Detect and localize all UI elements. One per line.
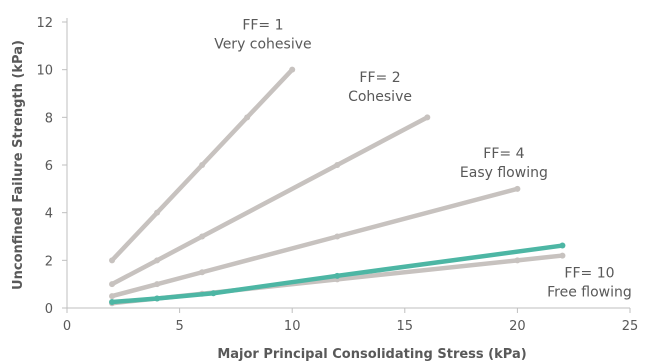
y-tick-label: 4 [45,207,53,222]
x-tick-label: 25 [622,319,639,334]
annotation-description: Very cohesive [214,36,311,52]
annotation-flow-factor: FF= 2 [359,70,400,86]
annotation-description: Free flowing [547,284,632,300]
data-point [154,209,161,216]
y-axis-title: Unconfined Failure Strength (kPa) [11,40,26,290]
x-axis-title: Major Principal Consolidating Stress (kP… [217,347,526,362]
x-tick-label: 5 [175,319,183,334]
data-point [334,162,341,168]
x-tick-label: 20 [509,319,526,334]
data-point [559,252,566,259]
x-tick-label: 10 [284,319,301,334]
annotation-layer: FF= 1 Very cohesive FF= 2 Cohesive FF= 4 Easy… [214,17,632,300]
data-point [514,185,521,192]
series-5 [109,242,566,306]
annotation-3: FF= 4 Easy flowing [460,146,548,181]
data-point [199,233,206,240]
annotation-flow-factor: FF= 10 [564,265,614,281]
annotation-4: FF= 10 Free flowing [547,265,632,300]
y-tick-label: 0 [45,302,53,317]
data-point [199,269,206,276]
data-point [514,257,521,264]
y-tick-label: 6 [45,159,53,174]
data-point [289,66,296,73]
axes: 0 5 10 15 20 25 0 2 4 6 8 10 12 [36,16,638,334]
data-point [109,299,116,306]
series-1 [109,66,296,264]
y-tick-label: 2 [45,254,53,269]
x-tick-label: 15 [397,319,414,334]
series-3 [109,185,521,300]
data-point [334,233,341,240]
y-tick-label: 8 [45,111,53,126]
annotation-1: FF= 1 Very cohesive [214,17,311,52]
data-point [210,290,217,297]
y-tick-label: 10 [36,64,53,79]
data-point [154,257,161,264]
annotation-flow-factor: FF= 4 [483,146,524,162]
annotation-description: Cohesive [348,89,412,105]
annotation-description: Easy flowing [460,165,548,181]
data-point [424,114,431,121]
series-2 [109,114,431,288]
y-tick-label: 12 [36,16,53,31]
data-point [109,281,116,288]
data-point [334,272,341,279]
data-point [244,114,251,121]
data-point [559,242,566,249]
data-point [154,295,161,302]
data-point [109,293,116,300]
annotation-flow-factor: FF= 1 [242,17,283,33]
data-point [199,162,206,168]
data-point [154,281,161,288]
series-layer [109,66,566,307]
x-tick-label: 0 [63,319,71,334]
annotation-2: FF= 2 Cohesive [348,70,412,105]
data-point [109,257,116,264]
